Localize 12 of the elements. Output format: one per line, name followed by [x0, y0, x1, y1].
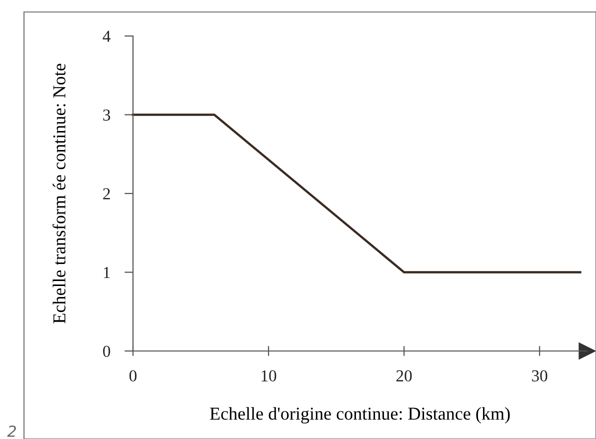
x-tick-label: 10 [262, 370, 276, 382]
y-tick-label: 2 [103, 188, 110, 200]
y-tick-label: 1 [104, 267, 110, 278]
y-tick-label: 4 [102, 30, 111, 42]
x-tick-label: 20 [396, 370, 412, 382]
x-tick-label: 30 [532, 370, 548, 382]
y-axis-title: Echelle transform ée continue: Note [52, 64, 66, 324]
text: 2 [7, 425, 16, 437]
x-tick-label: 0 [129, 370, 137, 382]
y-tick-label: 3 [103, 109, 110, 121]
x-axis-title: Echelle d'origine continue: Distance (km) [210, 407, 510, 424]
y-tick-label: 0 [103, 346, 110, 357]
